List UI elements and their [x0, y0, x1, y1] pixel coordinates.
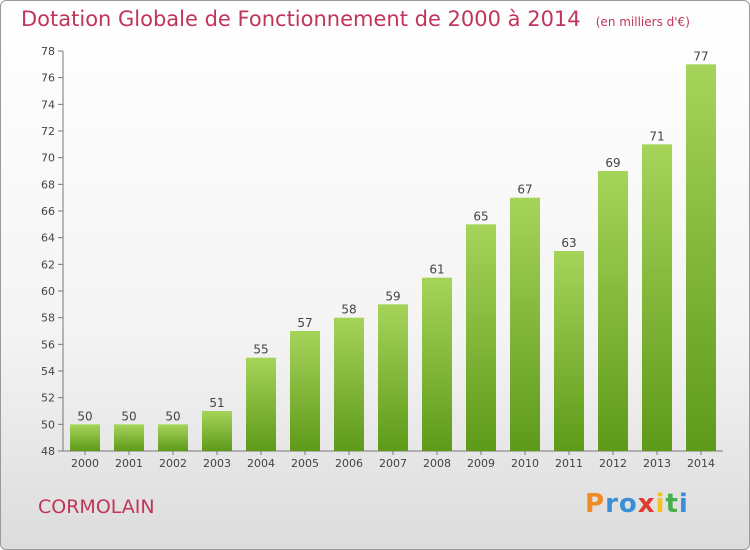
bar: [334, 317, 364, 451]
chart-title-main: Dotation Globale de Fonctionnement de 20…: [21, 7, 581, 31]
y-tick-label: 78: [41, 45, 55, 58]
bar: [70, 424, 100, 451]
x-tick-label: 2009: [467, 457, 495, 470]
logo-letter: x: [637, 489, 656, 519]
y-tick-label: 72: [41, 125, 55, 138]
y-tick-label: 58: [41, 312, 55, 325]
x-tick-label: 2004: [247, 457, 275, 470]
x-tick-label: 2008: [423, 457, 451, 470]
bar-value-label: 67: [517, 183, 532, 197]
y-tick-label: 52: [41, 392, 55, 405]
x-tick-label: 2000: [71, 457, 99, 470]
y-tick-label: 60: [41, 285, 55, 298]
bar: [642, 144, 672, 452]
bar: [554, 251, 584, 451]
x-tick-label: 2012: [599, 457, 627, 470]
logo-letter: t: [665, 489, 679, 519]
bar-value-label: 55: [253, 343, 268, 357]
bar: [510, 197, 540, 451]
bar-value-label: 59: [385, 289, 400, 303]
x-tick-label: 2007: [379, 457, 407, 470]
bar-value-label: 50: [121, 409, 136, 423]
bar-value-label: 51: [209, 396, 224, 410]
bar-value-label: 77: [693, 49, 708, 63]
bar-value-label: 65: [473, 209, 488, 223]
y-tick-label: 64: [41, 232, 55, 245]
bar-value-label: 61: [429, 263, 444, 277]
bar: [686, 64, 716, 452]
bar: [466, 224, 496, 451]
y-tick-label: 70: [41, 152, 55, 165]
bar-value-label: 50: [165, 409, 180, 423]
bar: [598, 171, 628, 451]
logo-letter: i: [655, 489, 666, 519]
x-tick-label: 2005: [291, 457, 319, 470]
logo-letter: P: [585, 489, 606, 519]
y-tick-label: 74: [41, 98, 55, 111]
y-tick-label: 68: [41, 178, 55, 191]
x-tick-label: 2003: [203, 457, 231, 470]
y-tick-label: 56: [41, 338, 55, 351]
proxiti-logo: Proxiti: [585, 489, 689, 519]
x-tick-label: 2010: [511, 457, 539, 470]
bar: [378, 304, 408, 451]
y-tick-label: 62: [41, 258, 55, 271]
bar: [114, 424, 144, 451]
y-tick-label: 50: [41, 418, 55, 431]
logo-letter: o: [618, 489, 638, 519]
chart-title: Dotation Globale de Fonctionnement de 20…: [21, 7, 690, 31]
bar-value-label: 58: [341, 303, 356, 317]
logo-letter: r: [605, 489, 619, 519]
bar-value-label: 71: [649, 129, 664, 143]
x-tick-label: 2013: [643, 457, 671, 470]
x-tick-label: 2002: [159, 457, 187, 470]
x-tick-label: 2011: [555, 457, 583, 470]
chart-title-unit: (en milliers d'€): [595, 15, 690, 29]
y-tick-label: 66: [41, 205, 55, 218]
bar: [422, 277, 452, 451]
bar: [158, 424, 188, 451]
y-tick-label: 76: [41, 72, 55, 85]
commune-name: CORMOLAIN: [38, 496, 155, 518]
x-tick-label: 2001: [115, 457, 143, 470]
x-tick-label: 2006: [335, 457, 363, 470]
bar-value-label: 63: [561, 236, 576, 250]
bar: [202, 411, 232, 451]
bar-value-label: 50: [77, 409, 92, 423]
bar: [246, 357, 276, 451]
logo-letter: i: [678, 489, 689, 519]
bar-value-label: 57: [297, 316, 312, 330]
y-tick-label: 54: [41, 365, 55, 378]
y-tick-label: 48: [41, 445, 55, 458]
bar: [290, 331, 320, 451]
bar-value-label: 69: [605, 156, 620, 170]
x-tick-label: 2014: [687, 457, 715, 470]
